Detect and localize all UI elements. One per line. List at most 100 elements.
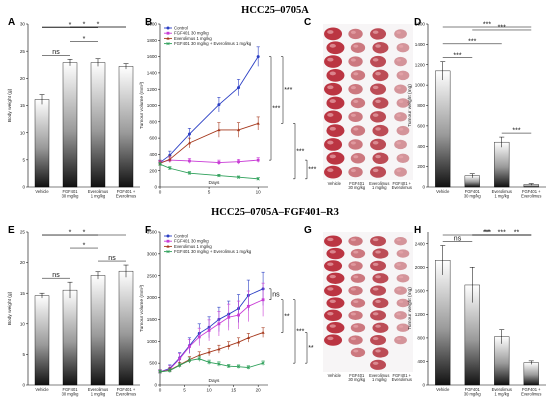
tumour-sample-C-0 — [324, 82, 343, 96]
sig-label-F: ** — [284, 313, 290, 320]
chart-F-y-tick-label: 1500 — [147, 317, 158, 322]
tumour-sample-C-1 — [348, 111, 363, 123]
tumour-sample-G-3 — [394, 286, 407, 295]
tumour-sample-C-0 — [326, 69, 345, 82]
bar-D-2 — [494, 141, 510, 188]
tumour-sample-C-2 — [372, 124, 389, 137]
tumour-highlight-G-0 — [327, 287, 334, 291]
sig-bracket-B — [269, 56, 272, 161]
photo-label-G-2: Everolimus 1 mg/kg — [369, 373, 389, 382]
tumour-highlight-C-3 — [396, 141, 401, 145]
tumour-sample-G-2 — [370, 359, 387, 370]
tumour-sample-G-2 — [370, 260, 387, 272]
chart-F-y-tick-label: 0 — [154, 383, 157, 388]
sig-label-A: * — [97, 22, 100, 29]
chart-F-y-tick-label: 2500 — [147, 273, 158, 278]
tumour-sample-G-1 — [348, 285, 363, 296]
tumour-highlight-G-0 — [329, 324, 336, 328]
tumour-sample-C-2 — [370, 55, 387, 68]
tumour-highlight-G-0 — [327, 237, 334, 242]
chart-E-y-tick-label: 5 — [22, 352, 25, 357]
tumour-sample-C-1 — [350, 97, 366, 109]
chart-A-y-tick-label: 30 — [20, 22, 26, 27]
x-tick-label-A-0: Vehicle — [35, 189, 49, 194]
tumour-highlight-G-3 — [398, 275, 404, 279]
bar-E-1 — [62, 289, 78, 386]
data-point-F-1 — [227, 315, 231, 319]
chart-B-y-tick-label: 1600 — [147, 54, 158, 59]
tumour-highlight-C-0 — [327, 168, 334, 173]
chart-B-x-axis-label: Days — [209, 180, 221, 186]
x-tick-label-E-1: FGF401 30 mg/kg — [62, 387, 80, 396]
tumour-sample-G-3 — [396, 249, 410, 258]
tumour-highlight-C-2 — [375, 154, 381, 159]
sig-label-H: *** — [483, 230, 491, 237]
x-tick-label-E-0: Vehicle — [35, 387, 49, 392]
data-point-B-3-b — [256, 177, 260, 181]
chart-F-x-tick-label: 10 — [207, 388, 213, 393]
data-point-F-1 — [246, 304, 250, 308]
sig-label-B: *** — [284, 87, 292, 94]
bar-A-3 — [118, 66, 134, 188]
tumour-sample-C-3 — [394, 139, 407, 150]
data-point-F-2 — [261, 330, 265, 334]
tumour-highlight-C-1 — [350, 58, 356, 62]
data-point-B-3-b — [187, 171, 192, 175]
data-point-F-2 — [236, 340, 241, 344]
panel-letter-F: F — [145, 225, 151, 236]
tumour-sample-G-1 — [348, 335, 363, 345]
data-point-F-3-b — [227, 364, 231, 368]
sig-label-D: *** — [498, 25, 506, 32]
data-point-B-1 — [188, 159, 191, 163]
tumour-sample-C-3 — [394, 56, 407, 67]
data-point-F-1 — [197, 335, 201, 339]
tumour-sample-G-1 — [350, 347, 366, 358]
sig-label-D: *** — [512, 128, 520, 135]
legend-label-B-1: FGF401 30 mg/kg — [174, 31, 209, 36]
chart-D-y-axis-label: Tumour weight (mg) — [407, 84, 413, 127]
tumour-highlight-G-0 — [329, 250, 336, 254]
chart-B-y-tick-label: 1400 — [147, 71, 158, 76]
chart-A-y-tick-label: 5 — [22, 157, 25, 162]
tumour-sample-G-3 — [394, 311, 407, 320]
chart-E-y-tick-label: 20 — [20, 260, 26, 265]
data-point-F-1 — [178, 357, 182, 361]
legend-marker-F-0 — [166, 234, 170, 238]
chart-D-y-tick-label: 600 — [417, 123, 425, 128]
panel-letter-D: D — [414, 17, 421, 28]
chart-H-y-tick-label: 0 — [422, 383, 425, 388]
data-point-F-2 — [207, 350, 211, 354]
tumour-sample-G-1 — [350, 323, 366, 333]
sig-label-B: *** — [296, 148, 304, 155]
tumour-sample-C-3 — [394, 112, 407, 122]
tumour-sample-G-1 — [348, 236, 363, 246]
series-line-B-1 — [159, 159, 259, 164]
chart-E: E 0 5 10 15 20 25 Body weight (g) Vehicle FGF401 3… — [7, 225, 140, 396]
panel-letter-H: H — [414, 225, 421, 236]
bar-H-0 — [435, 260, 451, 386]
sig-bracket-F — [305, 332, 308, 364]
sig-bracket-F — [293, 299, 296, 364]
tumour-highlight-C-3 — [398, 100, 404, 104]
sig-label-H: ** — [514, 230, 520, 237]
tumour-sample-G-3 — [394, 236, 407, 246]
sig-label-H: *** — [498, 230, 506, 237]
tumour-sample-C-1 — [348, 139, 363, 150]
sig-label-D: *** — [468, 38, 476, 45]
tumour-sample-C-1 — [348, 166, 363, 178]
tumour-sample-C-1 — [348, 56, 363, 67]
x-tick-label-H-3: FGF401 + Everolimus — [521, 387, 541, 396]
bar-D-0 — [435, 70, 451, 188]
tumour-highlight-C-0 — [327, 85, 334, 90]
tumour-highlight-G-0 — [327, 311, 334, 316]
tumour-highlight-C-0 — [329, 154, 336, 159]
tumour-highlight-G-1 — [350, 287, 356, 291]
chart-F-x-tick-label: 5 — [183, 388, 186, 393]
tumour-sample-C-1 — [348, 28, 363, 40]
chart-H-y-tick-label: 2000 — [415, 265, 426, 270]
x-tick-label-A-2: Everolimus 1 mg/kg — [88, 189, 108, 198]
panel-letter-A: A — [8, 17, 15, 28]
sig-label-F: ns — [272, 291, 280, 298]
tumour-highlight-C-2 — [372, 30, 379, 34]
x-tick-label-H-0: Vehicle — [436, 387, 450, 392]
